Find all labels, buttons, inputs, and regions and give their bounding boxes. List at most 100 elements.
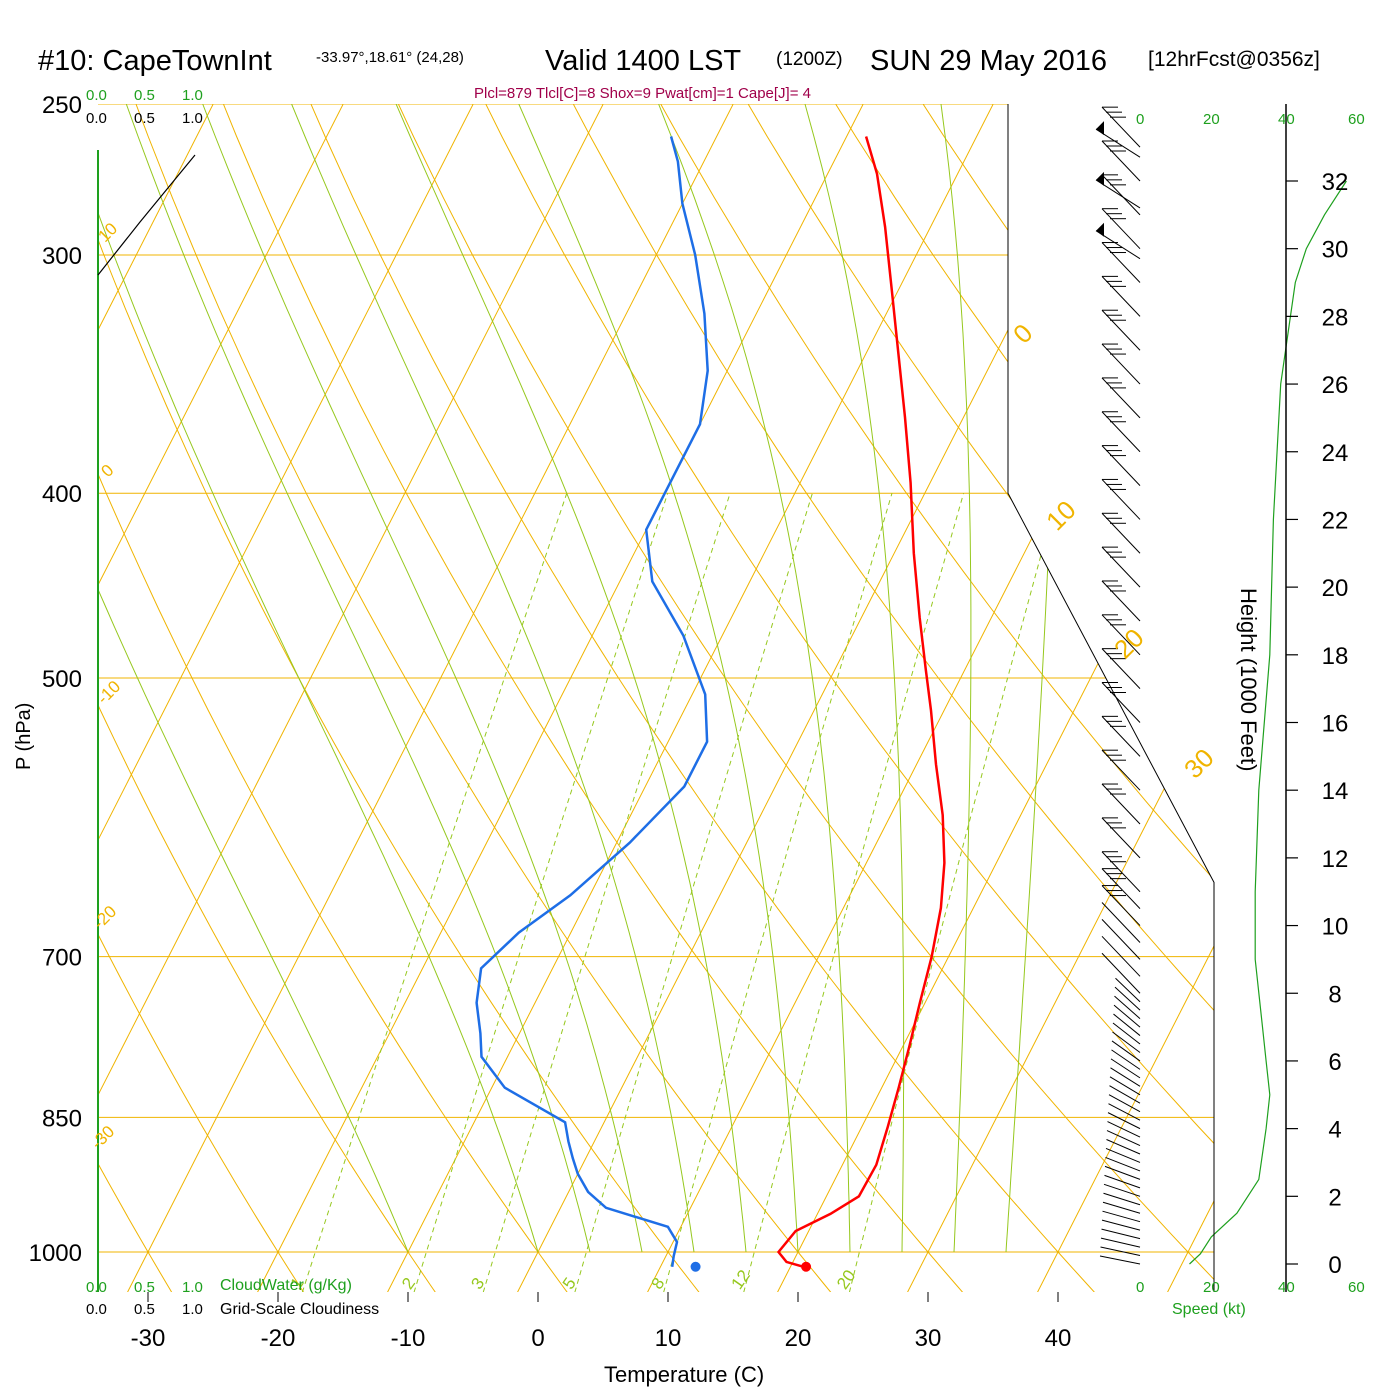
pressure-tick-label: 1000 (29, 1240, 82, 1267)
x-tick-label: 20 (785, 1325, 812, 1352)
wind-barb (1101, 309, 1141, 351)
x-tick-label: 40 (1045, 1325, 1072, 1352)
moist-adiabat-line (113, 104, 591, 1253)
height-tick-label: 24 (1322, 440, 1349, 467)
dry-adiabat-line (98, 104, 177, 1292)
isotherm-label: 0 (97, 461, 117, 481)
wind-barb (1101, 1219, 1141, 1231)
wind-barb (1101, 817, 1141, 859)
height-tick-label: 28 (1322, 304, 1349, 331)
mixing-ratio-label: 20 (833, 1266, 859, 1292)
station-title: #10: CapeTownInt (38, 45, 272, 77)
valid-time: Valid 1400 LST (545, 45, 741, 77)
cloudiness-scale-bottom-1: 0.5 (134, 1301, 155, 1318)
isotherm-line (122, 104, 751, 1292)
mixing-ratio-line (301, 493, 568, 1292)
mixing-ratio-label: 8 (647, 1274, 668, 1293)
x-tick-label: -20 (261, 1325, 296, 1352)
wind-barb (1095, 128, 1141, 158)
isotherm-line (902, 104, 1214, 1292)
dry-adiabat-line (382, 104, 1214, 1292)
cloudwater-scale-bottom-0: 0.0 (86, 1279, 107, 1296)
dry-adiabat-line (98, 104, 706, 1292)
cloudiness-scale-bottom-2: 1.0 (182, 1301, 203, 1318)
height-tick-label: 18 (1322, 643, 1349, 670)
dry-adiabat-line (641, 104, 1214, 1292)
mixing-ratio-line (743, 493, 965, 1292)
wind-barb (1101, 445, 1141, 486)
height-tick-label: 10 (1322, 914, 1349, 941)
dewpoint-trace (475, 136, 709, 1267)
isotherm-line (98, 104, 231, 1292)
pressure-tick-label: 850 (42, 1105, 82, 1132)
wind-barb (1101, 411, 1141, 453)
speed-tick-top-0: 0 (1136, 111, 1144, 128)
wind-barb (1101, 377, 1141, 419)
wind-barb-pennant (1096, 121, 1104, 136)
height-tick-label: 8 (1328, 981, 1341, 1008)
height-tick-label: 30 (1322, 237, 1349, 264)
cloudwater-scale-bottom-1: 0.5 (134, 1279, 155, 1296)
sounding-indices: Plcl=879 Tlcl[C]=8 Shox=9 Pwat[cm]=1 Cap… (474, 85, 811, 102)
wind-barb (1112, 1031, 1141, 1053)
mixing-ratio-line (413, 493, 669, 1292)
wind-barb (1101, 715, 1141, 757)
speed-axis-label: Speed (kt) (1172, 1301, 1246, 1318)
moist-adiabat-line (503, 104, 799, 1253)
wind-barb (1101, 902, 1141, 943)
moist-adiabat-line (794, 104, 905, 1253)
wind-barb (1101, 512, 1141, 554)
wind-barb (1101, 935, 1141, 977)
wind-barb (1101, 885, 1141, 926)
wind-speed-profile (1189, 180, 1347, 1265)
wind-barb (1095, 230, 1141, 260)
wind-barb (1100, 1246, 1141, 1257)
dry-adiabat-line (98, 104, 574, 1292)
height-tick-label: 0 (1328, 1252, 1341, 1279)
moist-adiabat-line (277, 104, 695, 1253)
dry-adiabat-line (727, 104, 1214, 1292)
wind-barb (1114, 986, 1141, 1011)
cloudwater-scale-top-1: 0.5 (134, 87, 155, 104)
wind-barb (1101, 919, 1141, 960)
wind-barb (1101, 749, 1141, 791)
wind-barb (1106, 1130, 1141, 1147)
cloudwater-scale-top-2: 1.0 (182, 87, 203, 104)
wind-barb (1101, 783, 1141, 825)
mixing-ratio-line (482, 493, 731, 1292)
cloudwater-scale-top-0: 0.0 (86, 87, 107, 104)
mixing-ratio-label: 3 (467, 1274, 488, 1293)
wind-barb (1101, 1228, 1141, 1240)
speed-tick-top-3: 60 (1348, 111, 1365, 128)
wind-barb (1106, 1139, 1141, 1155)
temperature-trace (776, 136, 946, 1269)
wind-barb (1101, 682, 1141, 723)
zulu-time: (1200Z) (776, 49, 843, 70)
height-tick-label: 32 (1322, 169, 1349, 196)
cloudwater-scale-bottom-2: 1.0 (182, 1279, 203, 1296)
isotherm-line (252, 104, 881, 1292)
wind-barb (1102, 1210, 1141, 1223)
moist-adiabat-line (98, 104, 409, 1253)
height-tick-label: 20 (1322, 575, 1349, 602)
speed-tick-bottom-0: 0 (1136, 1279, 1144, 1296)
isotherm-line (1162, 104, 1214, 1292)
dry-adiabat-line (98, 104, 442, 1292)
isotherm-line (772, 104, 1214, 1292)
isotherm-label: -20 (89, 902, 120, 933)
height-tick-label: 22 (1322, 507, 1349, 534)
wind-barb (1110, 1058, 1141, 1079)
wind-barb (1101, 140, 1141, 182)
wind-barb (1111, 1049, 1141, 1070)
speed-tick-bottom-2: 40 (1278, 1279, 1295, 1296)
wind-barb (1109, 1076, 1141, 1096)
wind-barb (1101, 648, 1141, 690)
wind-barb (1114, 995, 1141, 1020)
wind-barb (1095, 179, 1141, 209)
wind-barb (1101, 242, 1141, 283)
moist-adiabat-line (381, 104, 747, 1253)
height-tick-label: 14 (1322, 778, 1349, 805)
isotherm-label: 0 (1007, 318, 1038, 349)
cloudiness-scale-bottom-0: 0.0 (86, 1301, 107, 1318)
